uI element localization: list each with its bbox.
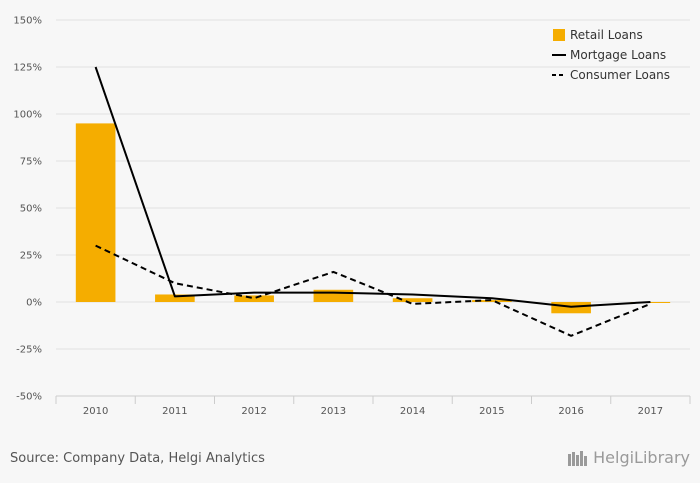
library-icon [567, 449, 589, 467]
x-tick-label: 2011 [162, 406, 187, 417]
bar [75, 123, 116, 303]
source-note: Source: Company Data, Helgi Analytics [10, 451, 265, 466]
bar [155, 294, 195, 302]
x-tick-label: 2017 [638, 406, 663, 417]
chart-canvas: -50% -25% 0% 25% 50% 75% 100% 125% 150% 2010 2011 2… [13, 16, 691, 417]
y-tick-label: 100% [13, 110, 42, 121]
y-tick-label: 0% [26, 298, 42, 309]
x-tick-label: 2014 [400, 406, 425, 417]
legend: Retail Loans Mortgage Loans Consumer Loans [552, 28, 670, 82]
brand-logo: HelgiLibrary [567, 448, 690, 467]
y-tick-label: 125% [13, 63, 42, 74]
x-tick-label: 2015 [479, 406, 504, 417]
consumer-loans-line [95, 244, 651, 337]
bar [472, 300, 512, 302]
bar-series [75, 123, 671, 314]
x-tick-label: 2016 [558, 406, 583, 417]
x-tick-label: 2010 [83, 406, 108, 417]
axes: -50% -25% 0% 25% 50% 75% 100% 125% 150% 2010 2011 2… [13, 16, 691, 417]
bar [392, 298, 433, 302]
y-tick-label: 25% [20, 251, 42, 262]
legend-label: Retail Loans [570, 28, 643, 42]
brand-name: HelgiLibrary [593, 448, 690, 467]
legend-label: Consumer Loans [570, 68, 670, 82]
y-tick-label: -50% [16, 392, 42, 403]
x-tick-label: 2013 [321, 406, 346, 417]
y-tick-label: 75% [20, 157, 42, 168]
legend-swatch [553, 29, 565, 41]
y-tick-label: 150% [13, 16, 42, 27]
line-series [94, 66, 651, 337]
y-tick-label: -25% [16, 345, 42, 356]
bar [234, 295, 274, 302]
x-tick-label: 2012 [241, 406, 266, 417]
mortgage-loans-line [94, 66, 651, 308]
legend-label: Mortgage Loans [570, 48, 666, 62]
y-tick-label: 50% [20, 204, 42, 215]
